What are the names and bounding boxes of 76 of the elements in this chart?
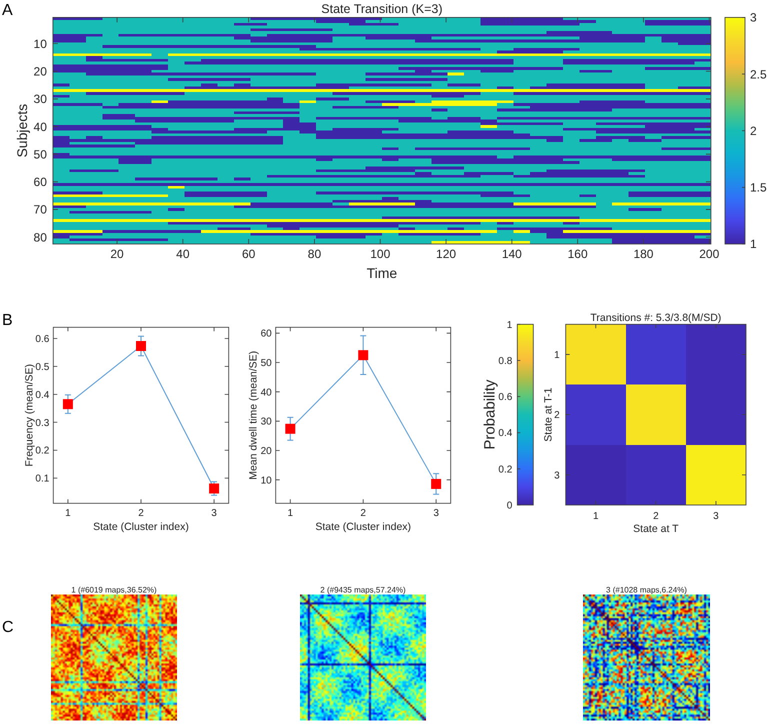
x-tick-label: 80 <box>308 247 322 261</box>
y-tick-label: 40 <box>260 387 272 398</box>
y-axis-title: Mean dwell time (mean/SE) <box>248 350 260 480</box>
x-tick-label: 2 <box>138 508 144 519</box>
y-tick-label: 20 <box>34 64 48 78</box>
x-tick-label: 1 <box>65 508 72 519</box>
point <box>358 350 368 360</box>
chart-title: Transitions #: 5.3/3.8(M/SD) <box>590 312 722 324</box>
x-tick-label: 160 <box>568 247 588 261</box>
y-tick-label: 30 <box>260 416 272 428</box>
text: 3 (#1028 maps,6.24%) <box>606 586 688 594</box>
text: B <box>2 312 13 329</box>
point <box>62 399 73 410</box>
y-tick-label: 3 <box>554 470 560 482</box>
x-tick-label: 60 <box>242 247 256 261</box>
y-axis-title: State at T-1 <box>542 387 555 442</box>
point <box>431 478 442 489</box>
chart-title: State Transition (K=3) <box>321 2 443 16</box>
color-bar-label: 1.5 <box>750 180 767 195</box>
y-tick-label: 0.5 <box>35 362 50 373</box>
y-axis-title: Subjects <box>14 104 30 158</box>
x-tick-label: 1 <box>288 508 294 519</box>
color-bar-label: 3 <box>750 10 757 25</box>
color-bar-label: 0.8 <box>498 356 513 367</box>
y-tick-label: 10 <box>260 475 272 486</box>
x-tick-label: 180 <box>633 247 654 261</box>
x-axis-title: State (Cluster index) <box>315 521 412 533</box>
y-tick-label: 0.3 <box>35 418 50 429</box>
x-tick-label: 1 <box>592 511 599 522</box>
point <box>136 341 146 352</box>
y-tick-label: 50 <box>34 147 48 162</box>
x-tick-label: 3 <box>211 508 218 519</box>
x-tick-label: 2 <box>653 511 660 522</box>
x-tick-label: 200 <box>699 247 720 261</box>
y-tick-label: 1 <box>554 350 560 361</box>
y-tick-label: 50 <box>260 358 272 369</box>
x-axis-title: State (Cluster index) <box>93 521 189 533</box>
color-bar-label: 1 <box>506 320 513 331</box>
color-bar-label: 0.6 <box>498 392 513 404</box>
y-tick-label: 70 <box>34 202 48 217</box>
text: 1 (#6019 maps,36.52%) <box>71 586 158 594</box>
x-tick-label: 140 <box>502 247 522 261</box>
color-bar-label: 0.2 <box>498 464 513 476</box>
x-axis-title: State at T <box>633 523 680 535</box>
color-bar-label: 0.4 <box>498 428 513 440</box>
text: A <box>2 2 13 19</box>
text: 2 (#9435 maps,57.24%) <box>320 586 406 594</box>
x-tick-label: 40 <box>176 247 190 261</box>
text: C <box>2 619 14 636</box>
x-tick-label: 120 <box>436 247 456 261</box>
x-tick-label: 3 <box>713 511 720 522</box>
point <box>209 483 220 494</box>
x-tick-label: 20 <box>110 247 124 261</box>
x-tick-label: 3 <box>433 508 440 519</box>
color-bar-title: Probability <box>481 379 498 450</box>
color-bar-label: 2.5 <box>750 67 767 82</box>
y-tick-label: 20 <box>260 446 272 457</box>
y-axis-title: Frequency (mean/SE) <box>24 364 36 467</box>
color-bar-label: 2 <box>750 124 757 138</box>
y-tick-label: 30 <box>34 92 48 106</box>
y-tick-label: 80 <box>34 230 48 244</box>
y-tick-label: 2 <box>554 410 560 422</box>
y-tick-label: 60 <box>34 175 48 190</box>
y-tick-label: 60 <box>260 328 272 340</box>
y-tick-label: 40 <box>34 120 48 134</box>
point <box>285 424 296 434</box>
y-tick-label: 0.6 <box>35 334 50 345</box>
x-tick-label: 2 <box>360 508 366 519</box>
y-tick-label: 0.1 <box>35 474 50 485</box>
color-bar-label: 1 <box>750 237 757 252</box>
color-bar-label: 0 <box>506 500 513 512</box>
x-axis-title: Time <box>366 265 398 281</box>
y-tick-label: 10 <box>34 36 48 51</box>
y-tick-label: 0.4 <box>35 390 50 401</box>
x-tick-label: 100 <box>370 247 391 261</box>
y-tick-label: 0.2 <box>35 446 50 457</box>
